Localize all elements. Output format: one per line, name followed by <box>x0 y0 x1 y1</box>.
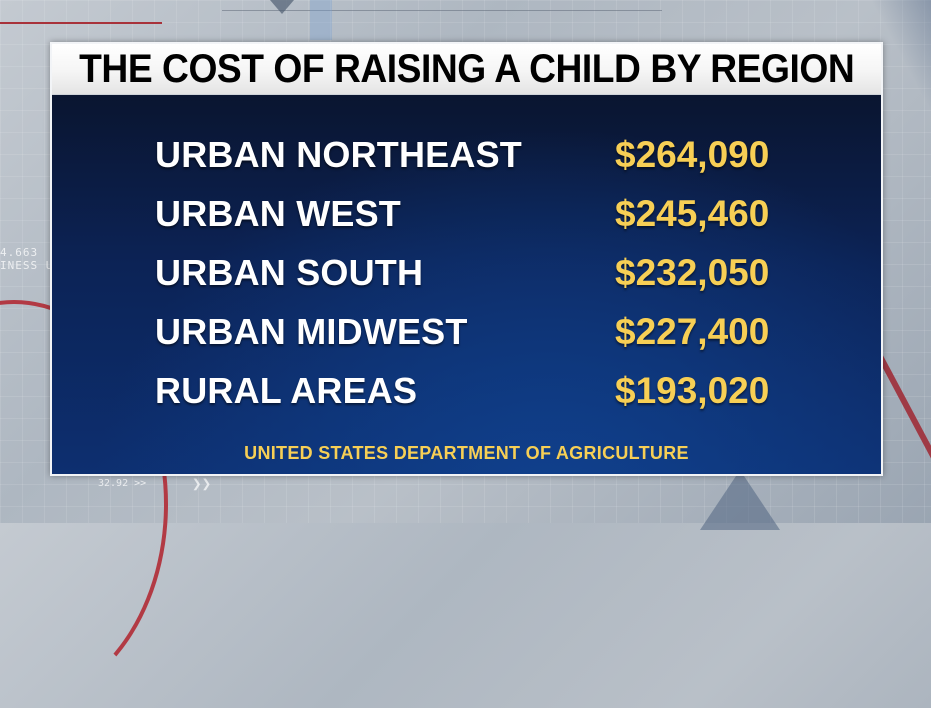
background-line <box>222 10 662 11</box>
source-credit: UNITED STATES DEPARTMENT OF AGRICULTURE <box>244 443 689 463</box>
cost-row: RURAL AREAS $193,020 <box>155 361 795 420</box>
cost-row: URBAN MIDWEST $227,400 <box>155 302 795 361</box>
title-bar: THE COST OF RAISING A CHILD BY REGION <box>52 44 881 95</box>
background-triangle-top <box>270 0 294 14</box>
background-triangle <box>700 470 780 530</box>
ticker-line: 4.663 <box>0 246 39 259</box>
region-label: URBAN NORTHEAST <box>155 133 522 175</box>
background-ticker-small: 32.92 >> <box>98 478 147 489</box>
background-glow <box>310 0 332 40</box>
graphic-body: URBAN NORTHEAST $264,090 URBAN WEST $245… <box>52 95 881 474</box>
region-label: URBAN WEST <box>155 192 401 234</box>
cost-value: $227,400 <box>615 310 770 352</box>
region-label: URBAN MIDWEST <box>155 310 468 352</box>
cost-row: URBAN SOUTH $232,050 <box>155 243 795 302</box>
background-ticker-text: 4.663 INESS U <box>0 246 53 272</box>
cost-table: URBAN NORTHEAST $264,090 URBAN WEST $245… <box>155 125 795 420</box>
info-graphic-panel: THE COST OF RAISING A CHILD BY REGION UR… <box>50 42 883 476</box>
graphic-title: THE COST OF RAISING A CHILD BY REGION <box>78 46 855 91</box>
cost-value: $193,020 <box>615 369 770 411</box>
ticker-line: INESS U <box>0 259 54 272</box>
cost-value: $245,460 <box>615 192 770 234</box>
cost-value: $232,050 <box>615 251 770 293</box>
cost-value: $264,090 <box>615 133 770 175</box>
cost-row: URBAN WEST $245,460 <box>155 184 795 243</box>
background-red-line <box>0 22 162 24</box>
cost-row: URBAN NORTHEAST $264,090 <box>155 125 795 184</box>
region-label: RURAL AREAS <box>155 369 418 411</box>
chevrons-icon: ❯❯ <box>192 474 212 493</box>
region-label: URBAN SOUTH <box>155 251 424 293</box>
